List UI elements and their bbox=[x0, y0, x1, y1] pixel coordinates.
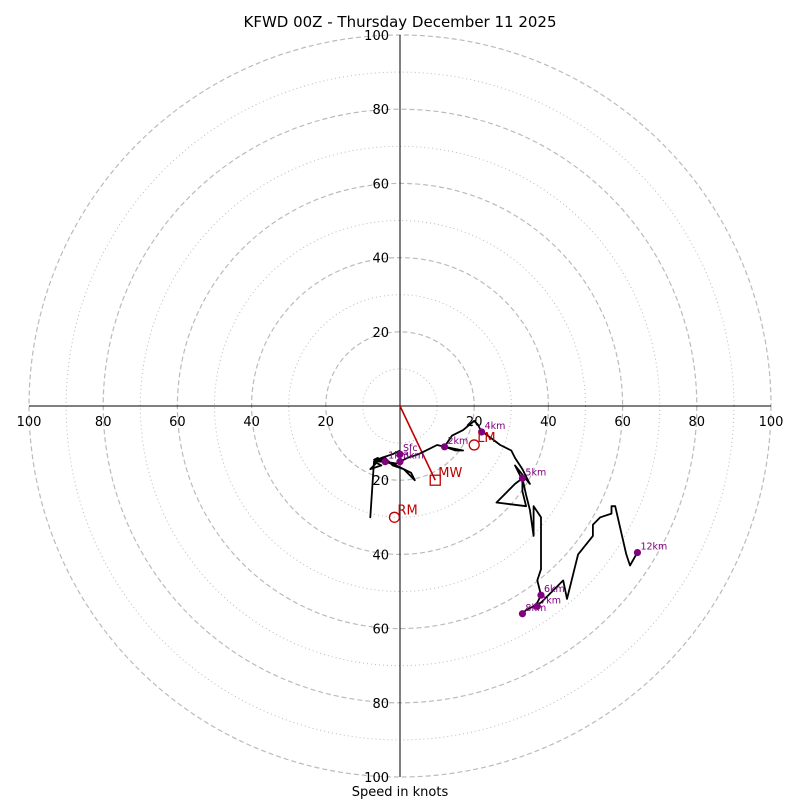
height-label-3km: 3km bbox=[403, 451, 424, 462]
storm-motion-RM bbox=[388, 511, 401, 523]
mean-wind-vector-group bbox=[399, 405, 436, 481]
x-tick-label: 40 bbox=[243, 415, 260, 430]
storm-motion-markers: LM MW RM bbox=[388, 431, 496, 523]
x-tick-label: 100 bbox=[759, 415, 784, 430]
x-axis-label: Speed in knots bbox=[352, 785, 449, 800]
height-marker-2km bbox=[440, 443, 449, 451]
y-tick-label: 40 bbox=[372, 252, 389, 267]
y-tick-label: 20 bbox=[372, 326, 389, 341]
y-tick-label: 60 bbox=[372, 177, 389, 192]
mean-wind-vector bbox=[399, 405, 436, 481]
y-tick-label: 40 bbox=[372, 548, 389, 563]
height-label-4km: 4km bbox=[485, 421, 506, 432]
height-marker-12km bbox=[633, 548, 642, 557]
height-label-6km: 6km bbox=[544, 584, 565, 595]
y-tick-labels: 100 80 60 40 20 20 40 60 80 100 bbox=[364, 29, 389, 786]
height-marker-8km bbox=[518, 610, 527, 618]
y-tick-label: 80 bbox=[372, 697, 389, 712]
hodograph-trace-group bbox=[369, 419, 639, 615]
height-marker-1km bbox=[381, 458, 389, 466]
x-tick-label: 100 bbox=[17, 415, 42, 430]
y-tick-label: 20 bbox=[372, 474, 389, 489]
y-tick-label: 100 bbox=[364, 29, 389, 44]
x-tick-labels: 100 80 60 40 20 20 40 60 80 100 bbox=[17, 415, 784, 430]
height-marker-4km bbox=[478, 428, 486, 436]
x-tick-label: 20 bbox=[318, 415, 335, 430]
height-label-2km: 2km bbox=[448, 436, 469, 447]
y-tick-label: 60 bbox=[372, 623, 389, 638]
x-tick-label: 60 bbox=[169, 415, 186, 430]
x-tick-label: 60 bbox=[614, 415, 631, 430]
height-marker-7km bbox=[533, 602, 541, 610]
height-label-Sfc: Sfc bbox=[403, 443, 418, 454]
height-label-12km: 12km bbox=[640, 542, 667, 553]
storm-motion-MW bbox=[429, 474, 441, 486]
y-tick-label: 100 bbox=[364, 771, 389, 786]
hodograph-trace bbox=[369, 419, 639, 615]
y-tick-label: 80 bbox=[372, 103, 389, 118]
height-marker-3km bbox=[396, 458, 404, 466]
height-label-1km: 1km bbox=[388, 451, 409, 462]
x-tick-label: 40 bbox=[540, 415, 557, 430]
height-label-7km: 7km bbox=[540, 595, 561, 606]
storm-motion-LM bbox=[468, 439, 480, 451]
height-marker-6km bbox=[537, 591, 545, 599]
chart-title: KFWD 00Z - Thursday December 11 2025 bbox=[243, 13, 556, 31]
height-label-5km: 5km bbox=[525, 467, 546, 478]
x-tick-label: 80 bbox=[95, 415, 112, 430]
storm-motion-label-LM: LM bbox=[477, 431, 495, 446]
x-tick-label: 80 bbox=[689, 415, 706, 430]
storm-motion-label-RM: RM bbox=[397, 503, 417, 518]
height-label-8km: 8km bbox=[525, 603, 546, 614]
height-marker-Sfc bbox=[396, 450, 404, 458]
height-marker-5km bbox=[518, 474, 527, 482]
storm-motion-label-MW: MW bbox=[438, 466, 462, 481]
